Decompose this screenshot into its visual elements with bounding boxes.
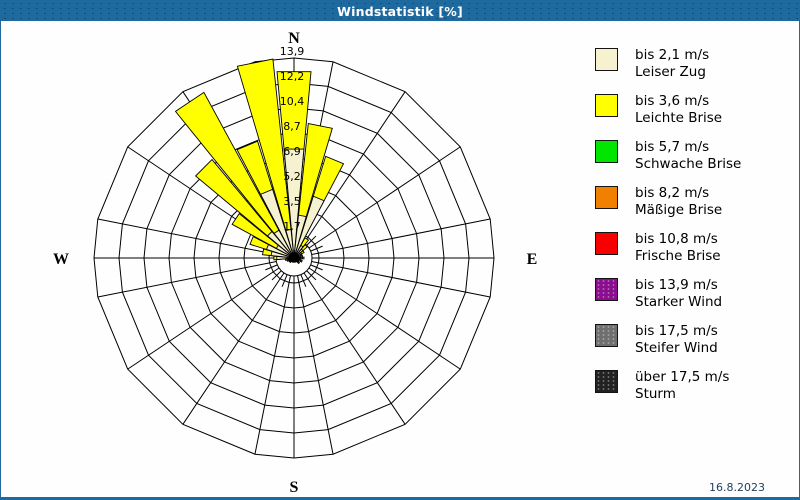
legend-name-label: Frische Brise [635, 247, 721, 264]
grid-radial-line [311, 261, 491, 298]
legend-item: bis 5,7 m/s Schwache Brise [595, 139, 741, 173]
grid-radial-line [311, 218, 491, 255]
legend-swatch [595, 140, 618, 163]
wind-wedge-leiser-zug [259, 188, 295, 259]
grid-radial-line [308, 267, 461, 370]
grid-radial-line [254, 275, 291, 455]
legend: bis 2,1 m/s Leiser Zug bis 3,6 m/s Leichte … [595, 47, 741, 415]
legend-label: bis 17,5 m/s Steifer Wind [635, 323, 718, 356]
legend-label: bis 13,9 m/s Starker Wind [635, 277, 722, 310]
legend-item: bis 10,8 m/s Frische Brise [595, 231, 741, 265]
grid-radial-line [97, 261, 277, 298]
grid-stub-line [265, 264, 278, 271]
legend-name-label: Schwache Brise [635, 155, 742, 172]
grid-stub-line [306, 270, 317, 281]
grid-radial-line [297, 275, 334, 455]
legend-label: bis 2,1 m/s Leiser Zug [635, 47, 709, 80]
ring-label: 6,9 [283, 145, 301, 158]
legend-speed-label: bis 13,9 m/s [635, 277, 718, 293]
legend-swatch [595, 232, 618, 255]
legend-item: bis 3,6 m/s Leichte Brise [595, 93, 741, 127]
wind-wedge-leichte-brise [236, 58, 295, 259]
window-title: Windstatistik [%] [337, 3, 463, 19]
legend-name-label: Mäßige Brise [635, 201, 723, 218]
legend-name-label: Steifer Wind [635, 339, 718, 356]
legend-name-label: Leichte Brise [635, 109, 723, 126]
wind-wedge-leiser-zug [293, 255, 302, 259]
legend-swatch [595, 324, 618, 347]
legend-item: über 17,5 m/s Sturm [595, 369, 741, 403]
grid-stub-line [306, 235, 317, 246]
legend-swatch [595, 94, 618, 117]
legend-speed-label: bis 3,6 m/s [635, 93, 710, 109]
legend-speed-label: bis 2,1 m/s [635, 47, 710, 63]
ring-label: 12,2 [280, 70, 305, 83]
ring-label: 10,4 [280, 95, 305, 108]
legend-item: bis 2,1 m/s Leiser Zug [595, 47, 741, 81]
legend-item: bis 13,9 m/s Starker Wind [595, 277, 741, 311]
grid-stub-line [300, 274, 307, 287]
legend-speed-label: über 17,5 m/s [635, 369, 730, 385]
grid-radial-line [303, 91, 406, 244]
legend-speed-label: bis 10,8 m/s [635, 231, 718, 247]
wind-wedge-leichte-brise [174, 91, 295, 259]
compass-label-e: E [527, 251, 538, 268]
legend-label: bis 10,8 m/s Frische Brise [635, 231, 721, 264]
ring-label: 13,9 [280, 45, 305, 58]
ring-label: 3,5 [283, 195, 301, 208]
chart-date: 16.8.2023 [709, 481, 765, 494]
ring-label: 1,7 [283, 220, 301, 233]
legend-swatch [595, 370, 618, 393]
legend-name-label: Starker Wind [635, 293, 723, 310]
compass-label-n: N [288, 30, 300, 47]
legend-swatch [595, 186, 618, 209]
wind-wedge-leiser-zug [293, 195, 325, 259]
ring-label: 8,7 [283, 120, 301, 133]
legend-label: bis 5,7 m/s Schwache Brise [635, 139, 741, 172]
legend-name-label: Leiser Zug [635, 63, 706, 80]
legend-label: über 17,5 m/s Sturm [635, 369, 729, 402]
wind-rose-svg: 1,7 3,5 5,2 6,9 8,7 10,4 12,2 13,9N E S W [53, 30, 538, 496]
compass-label-s: S [290, 479, 299, 496]
legend-name-label: Sturm [635, 385, 676, 402]
legend-speed-label: bis 5,7 m/s [635, 139, 710, 155]
grid-radial-line [303, 272, 406, 425]
wind-wedge-leiser-zug [292, 257, 295, 262]
grid-stub-line [310, 245, 323, 252]
grid-radial-line [182, 272, 285, 425]
legend-swatch [595, 278, 618, 301]
grid-stub-line [310, 264, 323, 271]
grid-stub-line [271, 270, 282, 281]
grid-radial-line [127, 267, 280, 370]
grid-radial-line [308, 146, 461, 249]
legend-item: bis 17,5 m/s Steifer Wind [595, 323, 741, 357]
ring-label: 5,2 [283, 170, 301, 183]
legend-speed-label: bis 8,2 m/s [635, 185, 710, 201]
compass-label-w: W [53, 251, 69, 268]
legend-label: bis 3,6 m/s Leichte Brise [635, 93, 722, 126]
legend-swatch [595, 48, 618, 71]
wind-wedge-leiser-zug [283, 148, 305, 259]
legend-speed-label: bis 17,5 m/s [635, 323, 718, 339]
grid-radial-line [97, 218, 277, 255]
legend-label: bis 8,2 m/s Mäßige Brise [635, 185, 722, 218]
window-title-bar: Windstatistik [%] [1, 1, 799, 21]
legend-item: bis 8,2 m/s Mäßige Brise [595, 185, 741, 219]
grid-stub-line [281, 274, 288, 287]
